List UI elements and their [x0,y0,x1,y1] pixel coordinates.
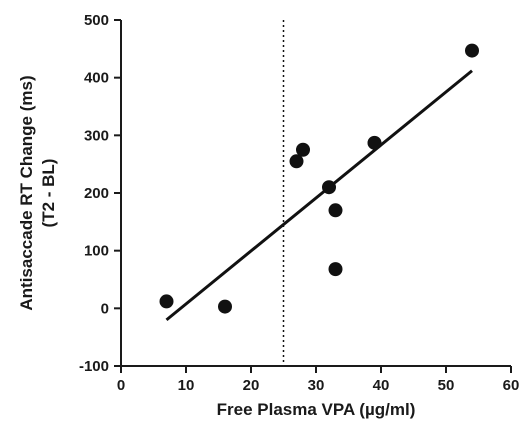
y-tick-label: 0 [101,300,109,317]
data-point [328,262,343,277]
x-axis-title: Free Plasma VPA (µg/ml) [217,400,416,419]
data-point [322,180,336,195]
x-ticks: 0 10 20 30 40 50 60 [117,366,520,394]
data-point [328,203,343,218]
data-point [159,294,174,309]
x-tick-label: 10 [178,377,195,394]
x-tick-label: 40 [373,377,390,394]
x-tick-label: 60 [503,377,520,394]
data-point [465,43,479,58]
y-tick-label: 300 [84,127,109,144]
axes [120,20,511,367]
y-tick-label: 500 [84,12,109,29]
y-tick-label: -100 [79,358,109,375]
y-axis-title-line2: (T2 - BL) [39,159,58,228]
y-ticks: -100 0 100 200 300 400 500 [79,12,121,375]
regression-line [165,69,473,322]
data-point [296,142,310,157]
x-tick-label: 0 [117,377,125,394]
y-tick-label: 200 [84,185,109,202]
y-axis-title-line1: Antisaccade RT Change (ms) [17,75,36,310]
data-point [218,299,232,314]
y-tick-label: 100 [84,243,109,260]
data-point [367,135,382,150]
data-point [289,154,304,169]
y-tick-label: 400 [84,70,109,87]
x-tick-label: 50 [438,377,455,394]
plot-area [159,20,479,366]
x-tick-label: 20 [243,377,260,394]
x-tick-label: 30 [308,377,325,394]
